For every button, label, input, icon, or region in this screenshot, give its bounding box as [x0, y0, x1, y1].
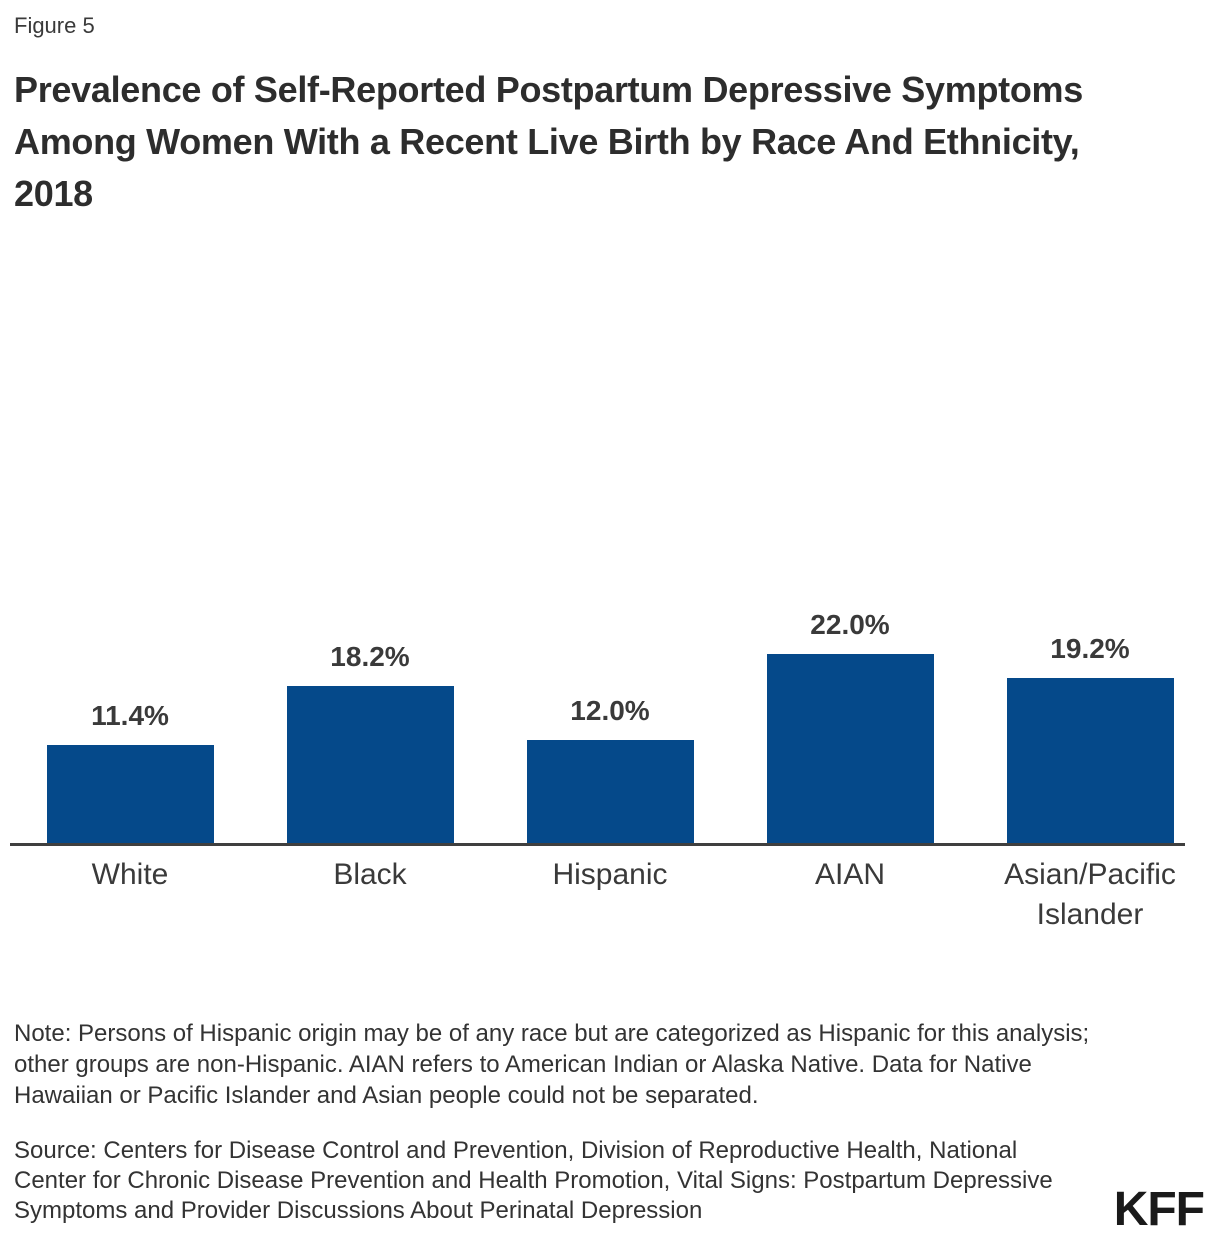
category-label-black: Black: [333, 858, 407, 891]
value-label-hispanic: 12.0%: [570, 695, 650, 726]
source-text: Source: Centers for Disease Control and …: [14, 1137, 1053, 1224]
bar-column-asian-pacific-islander: 19.2%: [970, 603, 1210, 843]
bar-hispanic: [526, 740, 694, 843]
category-label-aian: AIAN: [814, 858, 886, 891]
bar-asian-pacific-islander: [1006, 678, 1174, 843]
value-label-white: 11.4%: [91, 700, 169, 731]
value-label-asian-pacific-islander: 19.2%: [1050, 633, 1130, 664]
category-label-white: White: [91, 858, 169, 891]
x-axis-line: [10, 843, 1185, 846]
bar-column-aian: 22.0%: [730, 603, 970, 843]
bar-aian: [766, 654, 934, 843]
category-label-asian-pacific-islander: Asian/Pacific Islander: [1004, 858, 1176, 931]
x-axis-labels: White Black Hispanic AIAN Asian/Pacific …: [10, 855, 1210, 935]
bar-column-hispanic: 12.0%: [490, 603, 730, 843]
bar-chart: 11.4% 18.2% 12.0% 22.0% 19.2% White: [10, 603, 1210, 935]
value-label-aian: 22.0%: [810, 609, 890, 640]
bar-column-white: 11.4%: [10, 603, 250, 843]
bar-black: [286, 686, 454, 843]
chart-title: Prevalence of Self-Reported Postpartum D…: [14, 69, 1083, 214]
figure-label: Figure 5: [14, 13, 95, 38]
note-text: Note: Persons of Hispanic origin may be …: [14, 1020, 1090, 1109]
kff-logo: KFF: [1113, 1183, 1205, 1236]
value-label-black: 18.2%: [330, 641, 410, 672]
bar-white: [46, 745, 214, 843]
category-label-hispanic: Hispanic: [552, 858, 668, 891]
bar-column-black: 18.2%: [250, 603, 490, 843]
plot-area: 11.4% 18.2% 12.0% 22.0% 19.2%: [10, 603, 1210, 843]
